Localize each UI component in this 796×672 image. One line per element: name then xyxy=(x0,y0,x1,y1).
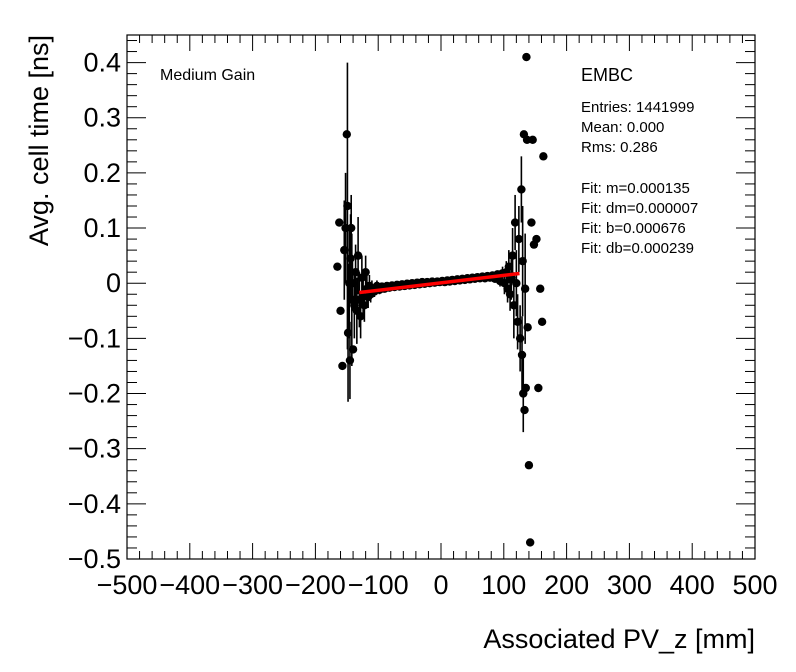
fit-b: Fit: b=0.000676 xyxy=(581,220,686,237)
data-point xyxy=(504,262,514,271)
fit-line-group xyxy=(359,271,520,295)
data-point xyxy=(348,345,358,354)
data-point xyxy=(514,234,524,244)
tick-labels: −500 −400 −300 −200 −100 0 100 200 300 400 500 0.4 0… xyxy=(68,48,778,600)
data-point xyxy=(512,279,521,288)
y-tick-label: 0.1 xyxy=(83,213,121,243)
data-point xyxy=(343,201,352,211)
y-tick-label: 0.4 xyxy=(83,48,121,78)
x-tick-label: 300 xyxy=(607,570,652,600)
data-point xyxy=(518,256,527,266)
data-point xyxy=(525,538,535,547)
data-point xyxy=(513,317,522,327)
data-point xyxy=(527,218,536,227)
data-point xyxy=(335,218,344,227)
data-point xyxy=(515,334,525,343)
data-point xyxy=(537,317,547,327)
data-point xyxy=(338,361,347,371)
y-tick-label: 0.2 xyxy=(83,158,121,188)
fit-m: Fit: m=0.000135 xyxy=(581,180,690,197)
data-point xyxy=(343,328,353,338)
data-point xyxy=(351,267,360,277)
data-point xyxy=(510,218,520,227)
x-tick-label: 500 xyxy=(732,570,777,600)
data-point xyxy=(356,312,365,321)
data-point xyxy=(522,52,531,62)
x-axis-title: Associated PV_z [mm] xyxy=(483,624,755,654)
y-tick-label: −0.1 xyxy=(68,323,121,353)
stats-entries: Entries: 1441999 xyxy=(581,99,694,116)
data-point xyxy=(524,461,534,470)
y-tick-label: −0.3 xyxy=(68,434,121,464)
data-point xyxy=(346,254,355,263)
data-point xyxy=(505,290,515,299)
data-point xyxy=(520,405,529,415)
data-point xyxy=(523,323,532,332)
data-point xyxy=(333,262,342,271)
data-point xyxy=(520,284,530,293)
data-point xyxy=(336,306,345,315)
data-point xyxy=(340,245,349,255)
fit-line xyxy=(359,271,520,295)
x-tick-label: −400 xyxy=(159,570,220,600)
x-tick-label: 0 xyxy=(433,570,448,600)
data-point xyxy=(353,251,363,260)
y-axis-title: Avg. cell time [ns] xyxy=(24,35,54,246)
fit-dm: Fit: dm=0.000007 xyxy=(581,200,698,217)
fit-db: Fit: db=0.000239 xyxy=(581,240,694,257)
data-point xyxy=(345,356,355,365)
data-point xyxy=(521,383,530,393)
x-tick-label: −100 xyxy=(348,570,409,600)
data-point xyxy=(346,223,356,233)
region-label: EMBC xyxy=(581,65,633,85)
x-tick-label: −200 xyxy=(285,570,346,600)
x-tick-label: −500 xyxy=(97,570,158,600)
data-point xyxy=(509,301,519,310)
data-point xyxy=(536,284,545,293)
x-tick-label: −300 xyxy=(222,570,283,600)
data-point xyxy=(528,135,537,144)
plot-frame xyxy=(126,34,756,560)
data-point xyxy=(517,350,527,360)
y-tick-label: −0.2 xyxy=(68,379,121,409)
data-point xyxy=(342,130,351,139)
stats-mean: Mean: 0.000 xyxy=(581,119,664,136)
data-point xyxy=(539,152,548,161)
x-tick-label: 400 xyxy=(670,570,715,600)
y-tick-label: 0 xyxy=(106,268,121,298)
stats-rms: Rms: 0.286 xyxy=(581,139,658,156)
data-point xyxy=(348,279,357,288)
x-tick-label: 200 xyxy=(544,570,589,600)
data-point xyxy=(508,251,517,260)
data-point xyxy=(534,383,543,393)
gain-label: Medium Gain xyxy=(160,67,255,84)
y-tick-label: −0.5 xyxy=(68,544,121,574)
data-point xyxy=(517,185,526,194)
y-tick-label: −0.4 xyxy=(68,489,121,519)
data-point xyxy=(361,267,370,277)
y-tick-label: 0.3 xyxy=(83,103,121,133)
x-tick-label: 100 xyxy=(481,570,526,600)
data-point xyxy=(532,234,541,244)
data-point xyxy=(360,301,369,310)
